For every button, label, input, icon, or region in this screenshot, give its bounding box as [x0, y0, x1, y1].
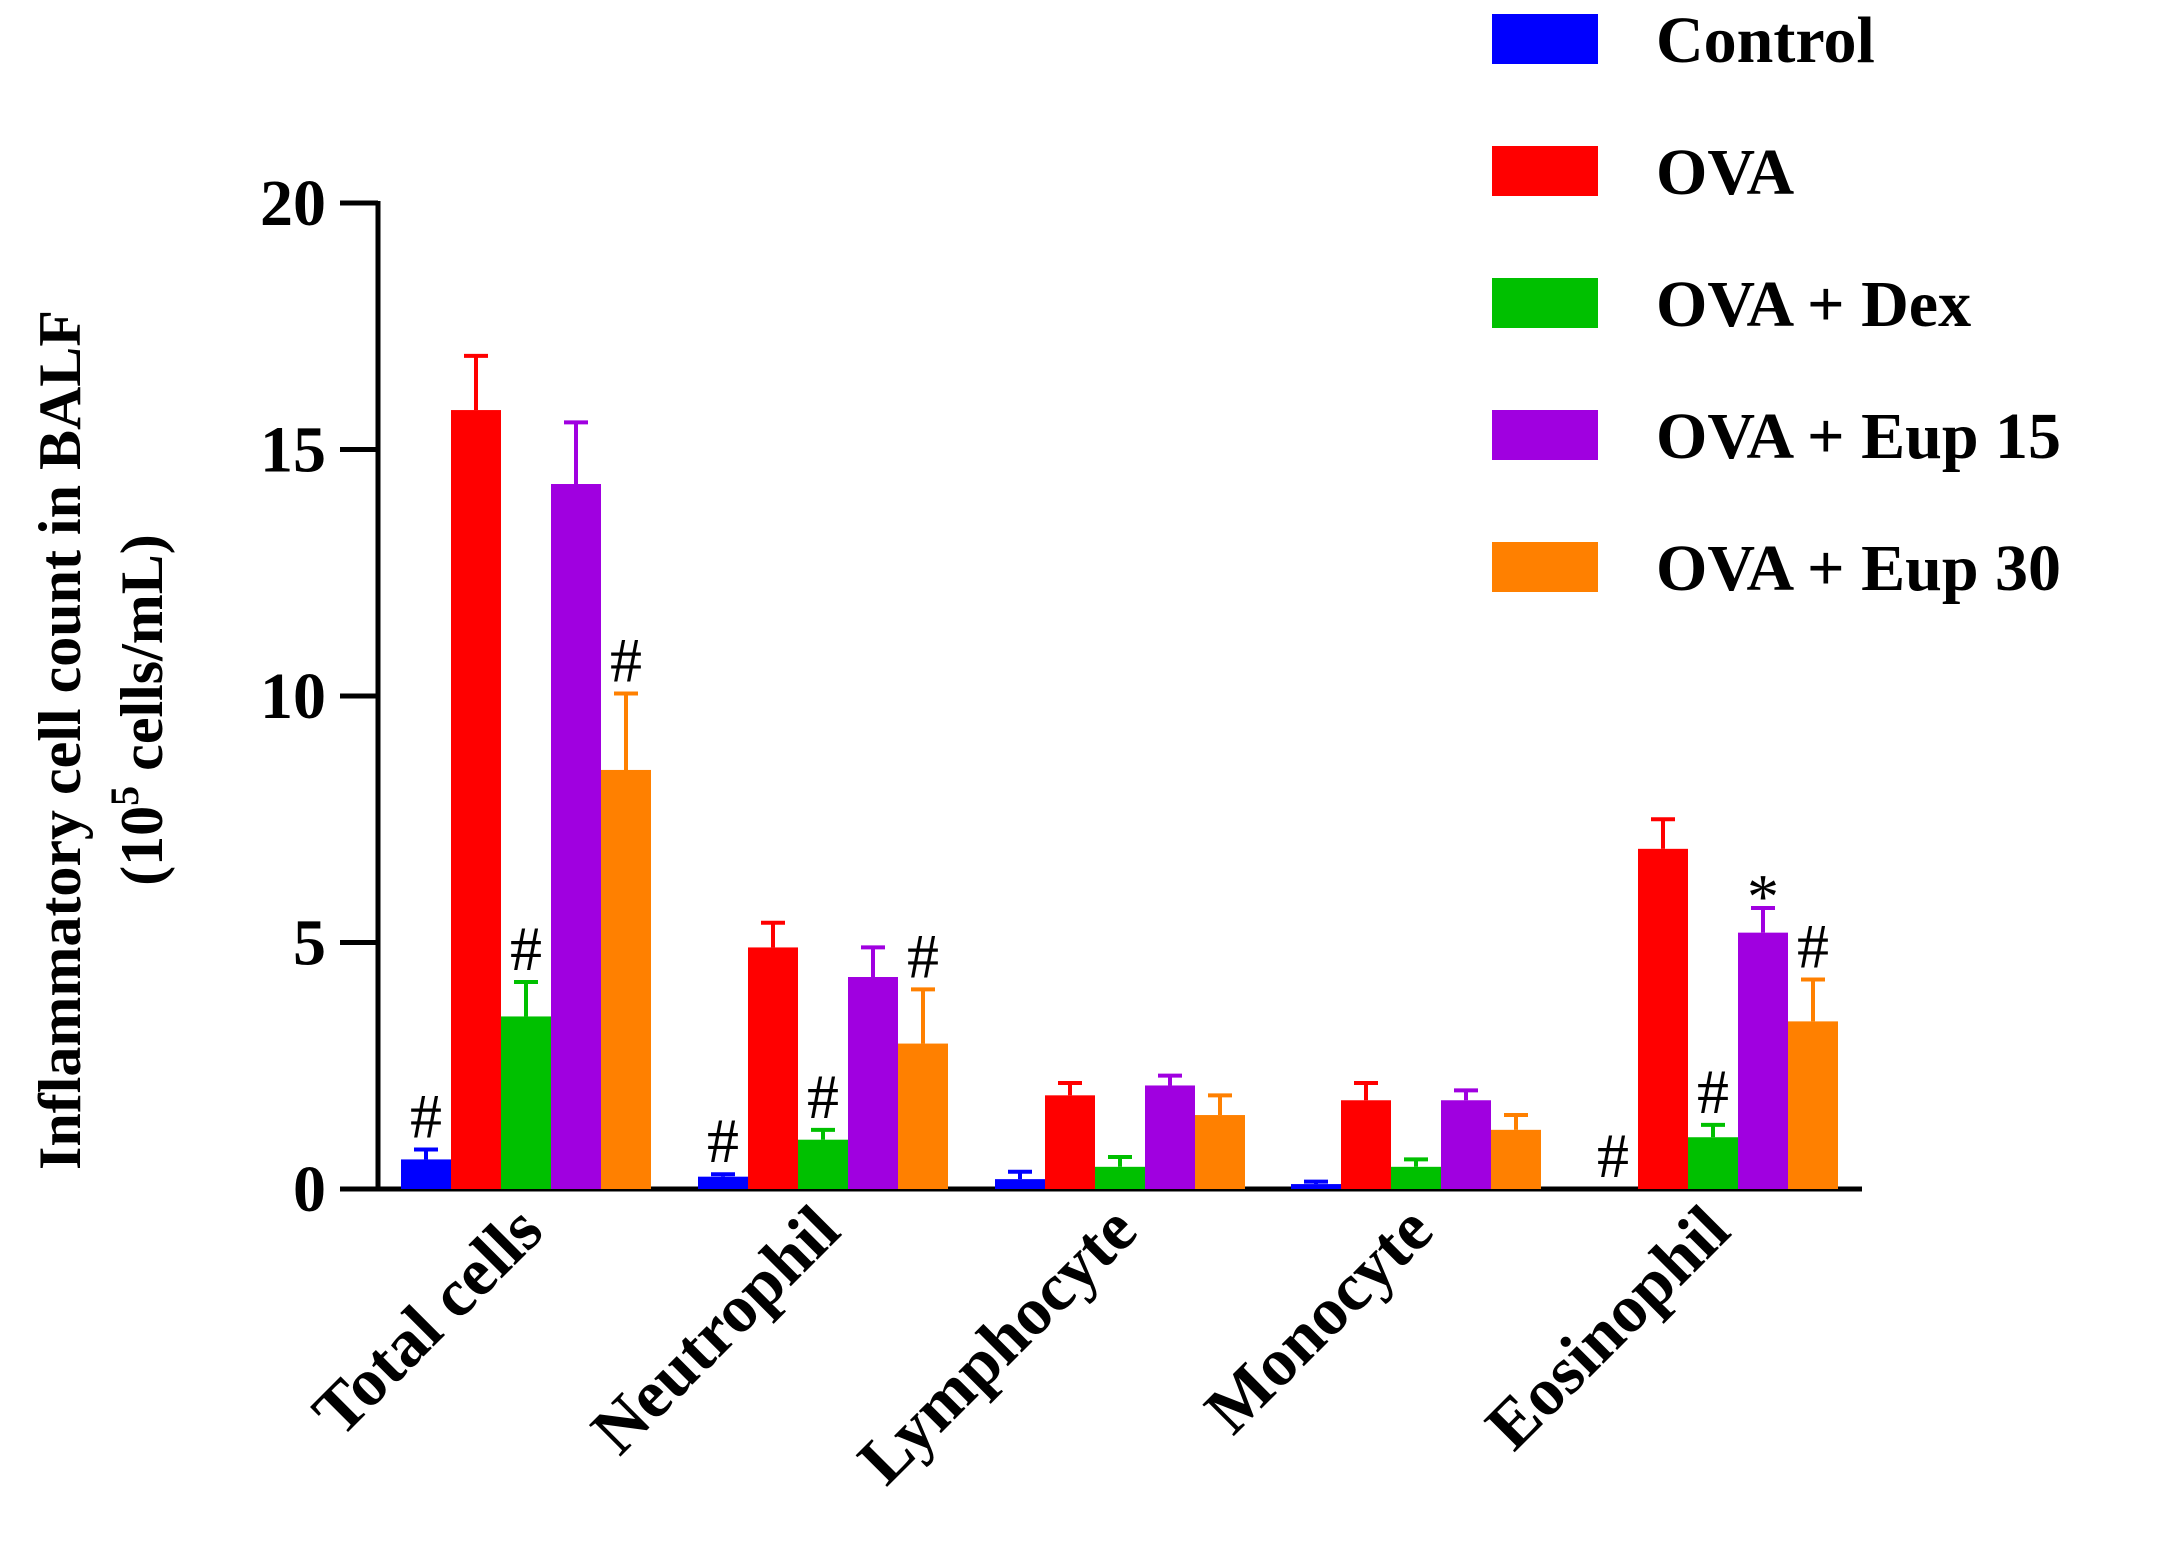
- significance-mark-ova-eup-30: #: [907, 920, 939, 991]
- legend-swatch: [1492, 146, 1598, 196]
- y-axis-unit-exponent: 5: [102, 786, 147, 806]
- bar-ova: [1638, 848, 1688, 1189]
- significance-mark-ova-eup-30: #: [610, 625, 642, 696]
- legend-swatch: [1492, 410, 1598, 460]
- bar-ova-dex: [1095, 1166, 1145, 1189]
- legend-swatch: [1492, 278, 1598, 328]
- bar-ova-eup-15: [1738, 932, 1788, 1189]
- bar-ova-eup-15: [1145, 1085, 1195, 1189]
- legend-label: OVA + Eup 30: [1656, 532, 2061, 605]
- bar-ova-eup-15: [551, 484, 601, 1189]
- legend-item-ova-eup-15: OVA + Eup 15: [1492, 400, 2061, 473]
- bar-ova-eup-30: [601, 769, 651, 1189]
- legend-item-ova: OVA: [1492, 136, 1794, 209]
- y-axis-unit-suffix: cells/mL): [109, 534, 175, 786]
- significance-mark-ova-dex: #: [510, 913, 542, 984]
- bar-ova: [1045, 1095, 1095, 1189]
- bar-ova-eup-30: [1788, 1021, 1838, 1189]
- y-tick-label: 15: [260, 414, 326, 487]
- bar-control: [995, 1179, 1045, 1189]
- legend-label: OVA: [1656, 136, 1794, 209]
- bar-ova-eup-15: [1441, 1100, 1491, 1189]
- y-axis-title-line-2: (105 cells/mL): [102, 534, 175, 886]
- x-tick-label: Total cells: [298, 1191, 557, 1450]
- bar-ova: [748, 947, 798, 1189]
- significance-mark-ova-eup-30: #: [1797, 910, 1829, 981]
- y-tick-label: 5: [293, 907, 326, 980]
- legend-item-ova-eup-30: OVA + Eup 30: [1492, 532, 2061, 605]
- x-tick-label: Lymphocyte: [843, 1191, 1151, 1499]
- bar-ova-dex: [501, 1016, 551, 1189]
- bar-control: [1291, 1184, 1341, 1189]
- bar-ova-eup-15: [848, 977, 898, 1189]
- x-tick-label: Monocyte: [1190, 1191, 1447, 1448]
- bar-ova: [1341, 1100, 1391, 1189]
- bar-control: [698, 1176, 748, 1189]
- significance-mark-ova-dex: #: [807, 1061, 839, 1132]
- significance-mark-ova-dex: #: [1697, 1056, 1729, 1127]
- bar-ova: [451, 410, 501, 1189]
- legend-item-control: Control: [1492, 4, 1875, 77]
- bar-ova-eup-30: [898, 1043, 948, 1189]
- significance-mark-ova-eup-15: *: [1747, 861, 1779, 932]
- legend-swatch: [1492, 14, 1598, 64]
- x-tick-label: Eosinophil: [1471, 1191, 1744, 1464]
- bar-ova-dex: [798, 1139, 848, 1189]
- legend: Control OVA OVA + Dex OVA + Eup 15 OVA + Eup…: [1492, 4, 2061, 605]
- significance-mark-control: #: [1597, 1120, 1629, 1191]
- bar-ova-eup-30: [1491, 1129, 1541, 1189]
- y-tick-label: 20: [260, 167, 326, 240]
- legend-label: OVA + Eup 15: [1656, 400, 2061, 473]
- y-tick-label: 0: [293, 1153, 326, 1226]
- legend-label: Control: [1656, 4, 1875, 77]
- y-tick-label: 10: [260, 660, 326, 733]
- significance-mark-control: #: [707, 1105, 739, 1176]
- y-axis-title-line-1: Inflammatory cell count in BALF: [27, 310, 93, 1170]
- bar-ova-eup-30: [1195, 1115, 1245, 1189]
- bar-ova-dex: [1688, 1137, 1738, 1189]
- bar-ova-dex: [1391, 1166, 1441, 1189]
- y-axis-unit-prefix: (10: [109, 806, 175, 886]
- legend-item-ova-dex: OVA + Dex: [1492, 268, 1971, 341]
- legend-label: OVA + Dex: [1656, 268, 1971, 341]
- bar-control: [401, 1159, 451, 1189]
- significance-mark-control: #: [410, 1081, 442, 1152]
- x-tick-label: Neutrophil: [576, 1191, 853, 1468]
- legend-swatch: [1492, 542, 1598, 592]
- bar-group-total-cells: # # # Total cells: [298, 353, 651, 1450]
